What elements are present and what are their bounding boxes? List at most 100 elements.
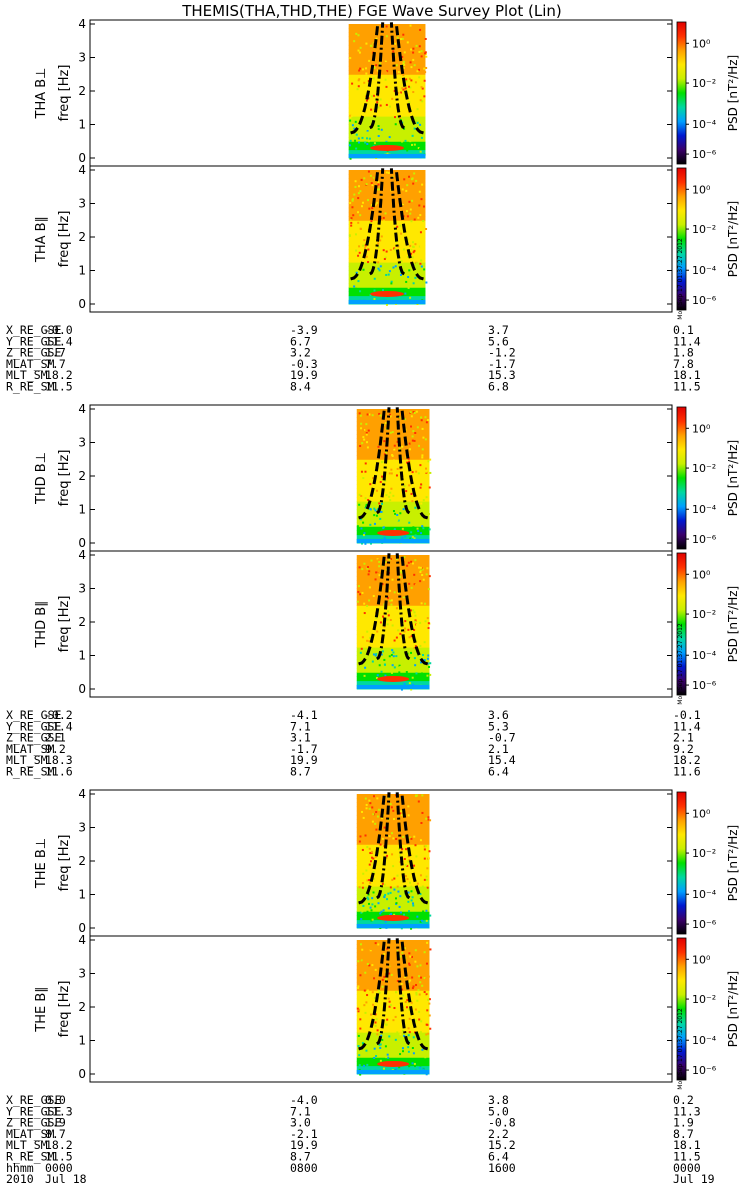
spectrogram-cell <box>387 273 390 276</box>
spectrogram-cell <box>356 613 430 619</box>
ephemeris-value: 5.0 <box>488 1104 509 1118</box>
spectrogram-cell <box>357 280 360 283</box>
spectrogram-cell <box>411 421 414 424</box>
spectrogram-cell <box>392 459 395 462</box>
spectrogram-cell <box>419 1064 422 1067</box>
spectrogram-cell <box>379 230 382 233</box>
spectrogram-cell <box>407 276 410 279</box>
spectrogram-cell <box>348 253 426 259</box>
spectrogram-cell <box>356 894 430 900</box>
spectrogram-cell <box>371 660 374 663</box>
panel-label: THA B⊥ <box>34 68 49 120</box>
spectrogram-cell <box>390 957 393 960</box>
spectrogram-cell <box>402 1030 405 1033</box>
spectrogram-cell <box>377 529 410 536</box>
spectrogram-cell <box>388 558 391 561</box>
spectrogram-cell <box>357 585 360 588</box>
spectrogram-cell <box>356 663 430 669</box>
spectrogram-cell <box>376 640 379 643</box>
spectrogram-cell <box>377 914 410 921</box>
spectrogram-cell <box>390 671 393 674</box>
spectrogram-cell <box>420 919 423 922</box>
wave-frequency-curve <box>389 22 405 130</box>
spectrogram-cell <box>353 217 356 220</box>
spectrogram-cell <box>367 199 370 202</box>
wave-frequency-curve <box>350 22 380 135</box>
spectrogram-cell <box>383 826 386 829</box>
colorbar-tick-label: 10⁻² <box>692 608 716 621</box>
y-tick-label: 2 <box>78 469 86 483</box>
spectrogram-cell <box>358 566 361 569</box>
spectrogram-cell <box>416 527 419 530</box>
spectrogram-cell <box>366 955 369 958</box>
spectrogram-cell <box>370 909 373 912</box>
spectrogram-cell <box>384 811 387 814</box>
spectrogram-cell <box>381 475 384 478</box>
spectrogram-cell <box>414 620 417 623</box>
spectrogram-cell <box>356 965 430 970</box>
spectrogram-cell <box>425 421 428 424</box>
spectrogram-cell <box>356 998 430 1004</box>
ephemeris-value: 11.6 <box>673 765 701 779</box>
spectrogram-cell <box>369 802 372 805</box>
ephemeris-label: Z_RE_GSE <box>6 346 61 360</box>
spectrogram-cell <box>356 986 430 991</box>
spectrogram-cell <box>356 861 430 866</box>
spectrogram-cell <box>361 591 364 594</box>
ephemeris-label: R_RE_SM <box>6 380 55 394</box>
spectrogram-cell <box>424 71 427 74</box>
ephemeris-value: 7.1 <box>290 1104 311 1118</box>
spectrogram-cell <box>348 232 426 238</box>
spectrogram-cell <box>421 984 424 987</box>
spectrogram-cell <box>415 470 418 473</box>
spectrogram-cell <box>424 887 427 890</box>
spectrogram-cell <box>375 832 378 835</box>
spectrogram-cell <box>361 886 364 889</box>
spectrogram-cell <box>385 451 388 454</box>
spectrogram-cell <box>405 671 408 674</box>
ephemeris-value: 18.1 <box>673 1138 701 1152</box>
spectrogram-cell <box>363 1064 366 1067</box>
spectrogram-cell <box>360 494 363 497</box>
spectrogram-cell <box>376 797 379 800</box>
spectrogram-cell <box>399 118 402 121</box>
colorbar-title: PSD [nT²/Hz] <box>726 971 740 1047</box>
spectrogram-cell <box>410 885 413 888</box>
spectrogram-cell <box>390 468 393 471</box>
spectrogram-cell <box>372 795 375 798</box>
spectrogram-cell <box>413 218 416 221</box>
spectrogram-cell <box>356 601 430 606</box>
spectrogram-cell <box>364 623 367 626</box>
spectrogram-cell <box>391 853 394 856</box>
ephemeris-value: 11.4 <box>673 719 701 733</box>
spectrogram-cell <box>412 1052 415 1055</box>
spectrogram-data <box>356 409 432 545</box>
spectrogram-cell <box>409 86 412 89</box>
spectrogram-cell <box>383 658 386 661</box>
spectrogram-cell <box>385 35 388 38</box>
spectrogram-cell <box>399 467 402 470</box>
spectrogram-cell <box>366 989 369 992</box>
spectrogram-cell <box>363 177 366 180</box>
spectrogram-cell <box>397 91 400 94</box>
spectrogram-cell <box>409 836 412 839</box>
spectrogram-cell <box>362 816 365 819</box>
spectrogram-cell <box>356 605 430 610</box>
spectrogram-cell <box>429 948 432 951</box>
spectrogram-cell <box>383 440 386 443</box>
spectrogram-cell <box>390 280 393 283</box>
y-tick-label: 3 <box>78 967 86 981</box>
spectrogram-cell <box>420 602 423 605</box>
spectrogram-cell <box>382 667 385 670</box>
spectrogram-cell <box>411 471 414 474</box>
spectrogram-cell <box>418 895 421 898</box>
spectrogram-cell <box>416 58 419 61</box>
spectrogram-cell <box>403 485 406 488</box>
spectrogram-cell <box>415 101 418 104</box>
spectrogram-cell <box>356 684 430 689</box>
ephemeris-label: X_RE_GSE <box>6 1093 61 1107</box>
spectrogram-cell <box>378 574 381 577</box>
spectrogram-cell <box>364 225 367 228</box>
